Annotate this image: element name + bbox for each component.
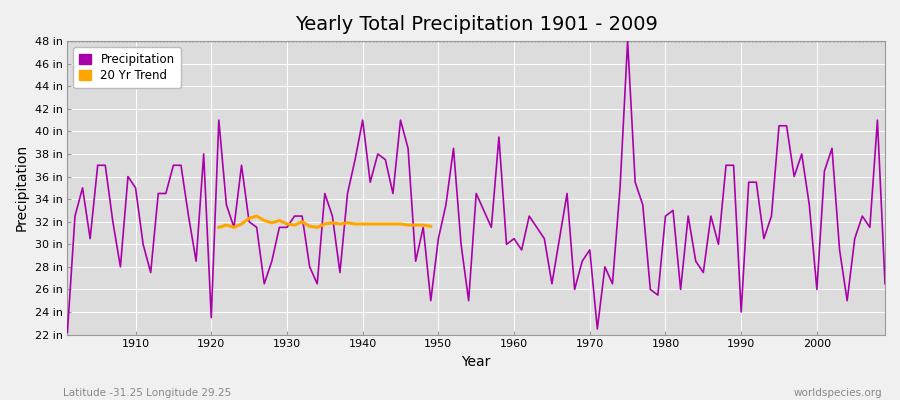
Y-axis label: Precipitation: Precipitation xyxy=(15,144,29,232)
Text: Latitude -31.25 Longitude 29.25: Latitude -31.25 Longitude 29.25 xyxy=(63,388,231,398)
X-axis label: Year: Year xyxy=(462,355,490,369)
Title: Yearly Total Precipitation 1901 - 2009: Yearly Total Precipitation 1901 - 2009 xyxy=(295,15,658,34)
Text: worldspecies.org: worldspecies.org xyxy=(794,388,882,398)
Legend: Precipitation, 20 Yr Trend: Precipitation, 20 Yr Trend xyxy=(73,47,181,88)
